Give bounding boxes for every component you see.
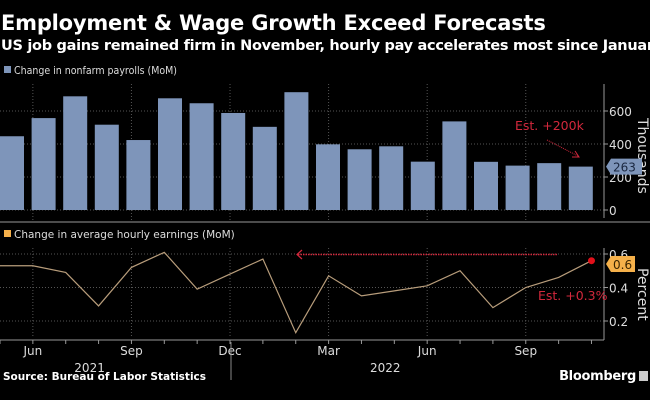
y-tick-label: 0 — [609, 204, 617, 218]
y-tick-label: 0.2 — [609, 315, 628, 329]
bar-oct-2022 — [537, 163, 562, 210]
x-tick-label: Mar — [317, 344, 340, 358]
x-tick-label: Dec — [218, 344, 241, 358]
chart-subtitle: US job gains remained firm in November, … — [1, 38, 650, 54]
bar-may-2022 — [379, 146, 404, 210]
x-year-label: 2022 — [370, 361, 401, 375]
x-year-label: 2021 — [74, 361, 105, 375]
bar-jun-2022 — [410, 161, 435, 210]
legend-payrolls: Change in nonfarm payrolls (MoM) — [14, 65, 177, 77]
bar-feb-2022 — [284, 92, 309, 210]
earnings-line — [0, 251, 592, 335]
bar-nov-2022 — [568, 166, 593, 210]
bar-aug-2022 — [474, 161, 498, 210]
y-tick-label: 600 — [609, 105, 632, 119]
x-tick-label: Sep — [514, 344, 537, 358]
x-tick-label: Sep — [120, 344, 143, 358]
legend-earnings: Change in average hourly earnings (MoM) — [14, 229, 235, 241]
arrowhead-icon — [572, 150, 580, 158]
brand-logo: Bloomberg — [559, 369, 636, 384]
y-tick-label: 0.4 — [609, 282, 628, 296]
y-axis-title-payrolls: Thousands — [634, 117, 650, 194]
bar-jul-2021 — [63, 96, 88, 210]
chart-title: Employment & Wage Growth Exceed Forecast… — [1, 11, 546, 35]
last-value-label-payrolls: 263 — [613, 161, 636, 175]
last-value-badge-earnings — [606, 256, 635, 272]
bar-aug-2021 — [94, 124, 119, 210]
bar-may-2021 — [0, 136, 24, 210]
bar-apr-2022 — [347, 149, 372, 210]
y-axis-title-earnings: Percent — [634, 268, 650, 321]
bar-nov-2021 — [189, 103, 214, 210]
bloomberg-icon — [639, 371, 648, 381]
y-tick-label: 400 — [609, 138, 632, 152]
last-value-badge-payrolls — [606, 158, 642, 175]
bar-mar-2022 — [316, 144, 340, 210]
legend-swatch-earnings — [4, 230, 11, 237]
last-value-label-earnings: 0.6 — [613, 258, 632, 272]
bar-oct-2021 — [158, 98, 182, 210]
annotation-arrow — [546, 139, 579, 157]
x-tick-label: Jun — [22, 344, 42, 358]
source-note: Source: Bureau of Labor Statistics — [3, 371, 207, 383]
legend-swatch-payrolls — [4, 66, 11, 73]
bar-jul-2022 — [442, 121, 467, 210]
latest-point-marker — [587, 257, 595, 265]
annotation-payrolls-estimate: Est. +200k — [515, 118, 585, 133]
bar-jun-2021 — [31, 118, 56, 210]
annotation-earnings-estimate: Est. +0.3% — [538, 288, 608, 303]
arrow-left-icon — [296, 249, 303, 260]
x-tick-label: Jun — [417, 344, 437, 358]
bar-dec-2021 — [221, 112, 246, 210]
bar-jan-2022 — [252, 126, 277, 210]
bar-sep-2021 — [126, 140, 151, 210]
bar-sep-2022 — [505, 165, 530, 210]
